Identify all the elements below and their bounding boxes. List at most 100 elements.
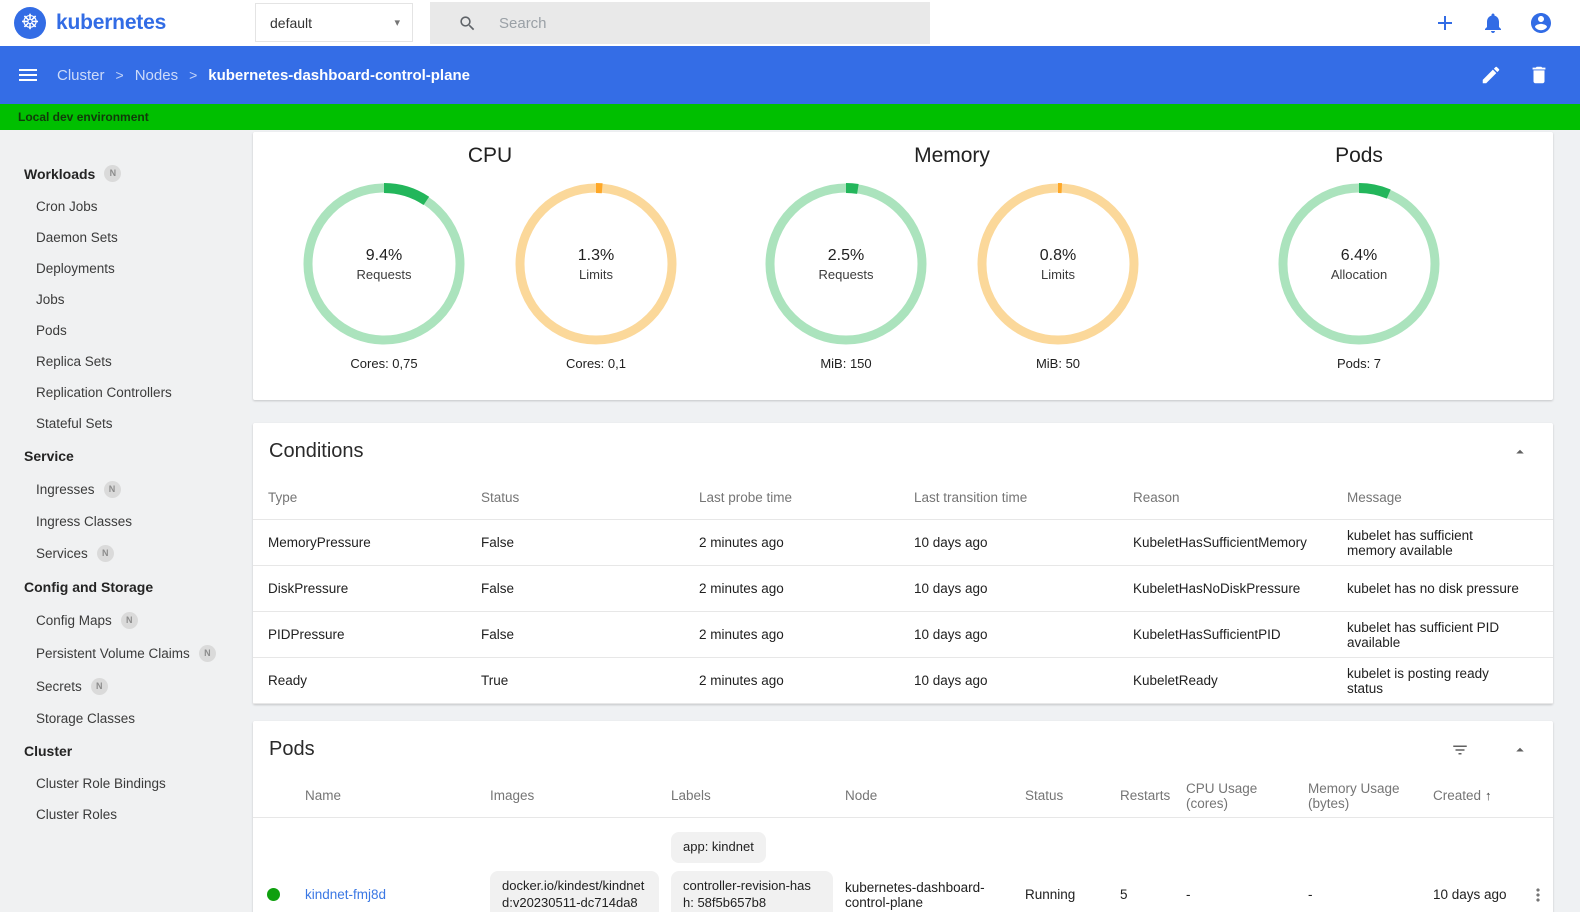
condition-cell-message: kubelet has sufficient memory available — [1347, 527, 1473, 558]
conditions-table-body: MemoryPressure False 2 minutes ago 10 days … — [253, 520, 1553, 704]
pods-title: Pods — [269, 738, 315, 760]
donut-memory-limits: 0.8% Limits MiB: 50 — [952, 180, 1164, 371]
pods-card: Pods Name Images Labels Node Status Restarts C… — [253, 721, 1553, 912]
menu-button[interactable] — [16, 63, 40, 87]
sidebar-item-deployments[interactable]: Deployments — [0, 253, 250, 284]
donut-metric-label: Limits — [1041, 266, 1075, 282]
donut-group-memory: Memory 2.5% Requests MiB: 150 0.8% Limits MiB:… — [740, 142, 1164, 400]
notifications-button[interactable] — [1481, 11, 1505, 35]
bell-icon — [1485, 13, 1501, 33]
sidebar-item-cluster-role-bindings[interactable]: Cluster Role Bindings — [0, 768, 250, 799]
donut-center-label: 9.4% Requests — [300, 180, 468, 348]
column-header-name[interactable]: Name — [305, 788, 342, 803]
label-chip: app: kindnet — [671, 832, 766, 863]
breadcrumb-item-nodes[interactable]: Nodes — [134, 66, 179, 84]
column-header-restarts[interactable]: Restarts — [1120, 788, 1171, 803]
new-badge: N — [96, 545, 114, 562]
pods-table-body: kindnet-fmj8d docker.io/kindest/kindnetd:… — [253, 818, 1553, 912]
donut-metric-label: Limits — [579, 266, 613, 282]
pods-filter-button[interactable] — [1451, 741, 1469, 764]
column-header-cpu-usage-cores[interactable]: CPU Usage (cores) — [1186, 780, 1258, 811]
condition-cell-last-transition-time: 10 days ago — [914, 673, 988, 688]
donut-cpu-requests: 9.4% Requests Cores: 0,75 — [278, 180, 490, 371]
donut-chart: 9.4% Requests — [300, 180, 468, 348]
sidebar-item-jobs[interactable]: Jobs — [0, 284, 250, 315]
namespace-selector[interactable]: default ▾ — [255, 3, 413, 42]
condition-cell-reason: KubeletReady — [1133, 673, 1218, 688]
sidebar-item-pods[interactable]: Pods — [0, 315, 250, 346]
sidebar-item-label: Storage Classes — [36, 711, 136, 726]
donut-ring-icon — [303, 183, 465, 345]
pods-table-header: Name Images Labels Node Status Restarts CPU Us… — [253, 774, 1553, 818]
sidebar-item-daemon-sets[interactable]: Daemon Sets — [0, 222, 250, 253]
hamburger-icon — [19, 69, 37, 81]
donut-chart: 0.8% Limits — [974, 180, 1142, 348]
sidebar-item-label: Replica Sets — [36, 354, 112, 369]
sidebar-item-persistent-volume-claims[interactable]: Persistent Volume Claims N — [0, 637, 250, 670]
conditions-title: Conditions — [269, 440, 364, 462]
sidebar-nav: Workloads N Cron Jobs Daemon Sets Deployment… — [0, 130, 250, 912]
sidebar-section-workloads: Workloads N — [0, 156, 250, 191]
home-link[interactable]: ☸ kubernetes — [14, 7, 166, 39]
sidebar-item-label: Jobs — [36, 292, 65, 307]
pod-name-link[interactable]: kindnet-fmj8d — [305, 887, 387, 903]
pod-actions-menu-button[interactable] — [1528, 885, 1548, 905]
condition-cell-message: kubelet has no disk pressure — [1347, 581, 1519, 596]
column-header-images[interactable]: Images — [490, 788, 535, 803]
sidebar-item-replication-controllers[interactable]: Replication Controllers — [0, 377, 250, 408]
sidebar-item-cluster-roles[interactable]: Cluster Roles — [0, 799, 250, 830]
delete-resource-button[interactable] — [1528, 64, 1550, 86]
condition-cell-status: False — [481, 581, 515, 596]
sidebar-item-replica-sets[interactable]: Replica Sets — [0, 346, 250, 377]
conditions-card: Conditions Type Status Last probe time Last… — [253, 423, 1553, 704]
sort-ascending-icon: ↑ — [1485, 788, 1492, 803]
sidebar-item-label: Stateful Sets — [36, 416, 113, 431]
sidebar-item-config-maps[interactable]: Config Maps N — [0, 604, 250, 637]
search-input[interactable] — [499, 14, 879, 32]
condition-cell-last-transition-time: 10 days ago — [914, 581, 988, 596]
column-header-reason: Reason — [1133, 490, 1180, 505]
sidebar-item-cron-jobs[interactable]: Cron Jobs — [0, 191, 250, 222]
column-header-type: Type — [268, 490, 298, 505]
new-badge: N — [103, 481, 121, 498]
donut-percent-value: 9.4% — [365, 246, 403, 264]
condition-cell-status: False — [481, 535, 515, 550]
column-header-status[interactable]: Status — [1025, 788, 1064, 803]
sidebar-item-services[interactable]: Services N — [0, 537, 250, 570]
edit-resource-button[interactable] — [1480, 64, 1502, 86]
column-header-created[interactable]: Created ↑ — [1433, 788, 1492, 803]
pod-memory-usage-cell: - — [1308, 887, 1313, 903]
account-button[interactable] — [1529, 11, 1553, 35]
donut-group-title-pods: Pods — [1335, 144, 1383, 167]
donut-footer-value: MiB: 50 — [1035, 356, 1081, 371]
sidebar-item-label: Pods — [36, 323, 67, 338]
pod-status-cell — [267, 888, 305, 902]
new-badge: N — [120, 612, 138, 629]
condition-cell-message: kubelet is posting ready status — [1347, 665, 1489, 696]
create-resource-button[interactable] — [1433, 11, 1457, 35]
sidebar-item-secrets[interactable]: Secrets N — [0, 670, 250, 703]
sidebar-item-label: Cluster Roles — [36, 807, 118, 822]
sidebar-section-config-and-storage: Config and Storage — [0, 570, 250, 604]
condition-cell-type: Ready — [268, 673, 308, 688]
sidebar-item-label: Replication Controllers — [36, 385, 172, 400]
sidebar-item-stateful-sets[interactable]: Stateful Sets — [0, 408, 250, 439]
arrow-up-icon — [1516, 449, 1524, 454]
pods-collapse-button[interactable] — [1511, 741, 1529, 764]
conditions-collapse-button[interactable] — [1511, 443, 1529, 466]
sidebar-item-storage-classes[interactable]: Storage Classes — [0, 703, 250, 734]
column-header-labels[interactable]: Labels — [671, 788, 711, 803]
condition-cell-status: False — [481, 627, 515, 642]
condition-cell-type: MemoryPressure — [268, 535, 371, 550]
column-header-memory-usage-bytes[interactable]: Memory Usage (bytes) — [1308, 780, 1400, 811]
sidebar-item-ingress-classes[interactable]: Ingress Classes — [0, 506, 250, 537]
pod-node-cell: kubernetes-dashboard-control-plane — [845, 879, 985, 910]
account-circle-icon — [1531, 13, 1551, 33]
sidebar-section-service: Service — [0, 439, 250, 473]
breadcrumb-separator-icon: > — [189, 67, 198, 83]
column-header-node[interactable]: Node — [845, 788, 878, 803]
sidebar-item-ingresses[interactable]: Ingresses N — [0, 473, 250, 506]
condition-cell-reason: KubeletHasSufficientPID — [1133, 627, 1281, 642]
breadcrumb-item-cluster[interactable]: Cluster — [57, 66, 105, 84]
condition-row-pidpressure: PIDPressure False 2 minutes ago 10 days ago… — [253, 612, 1553, 658]
